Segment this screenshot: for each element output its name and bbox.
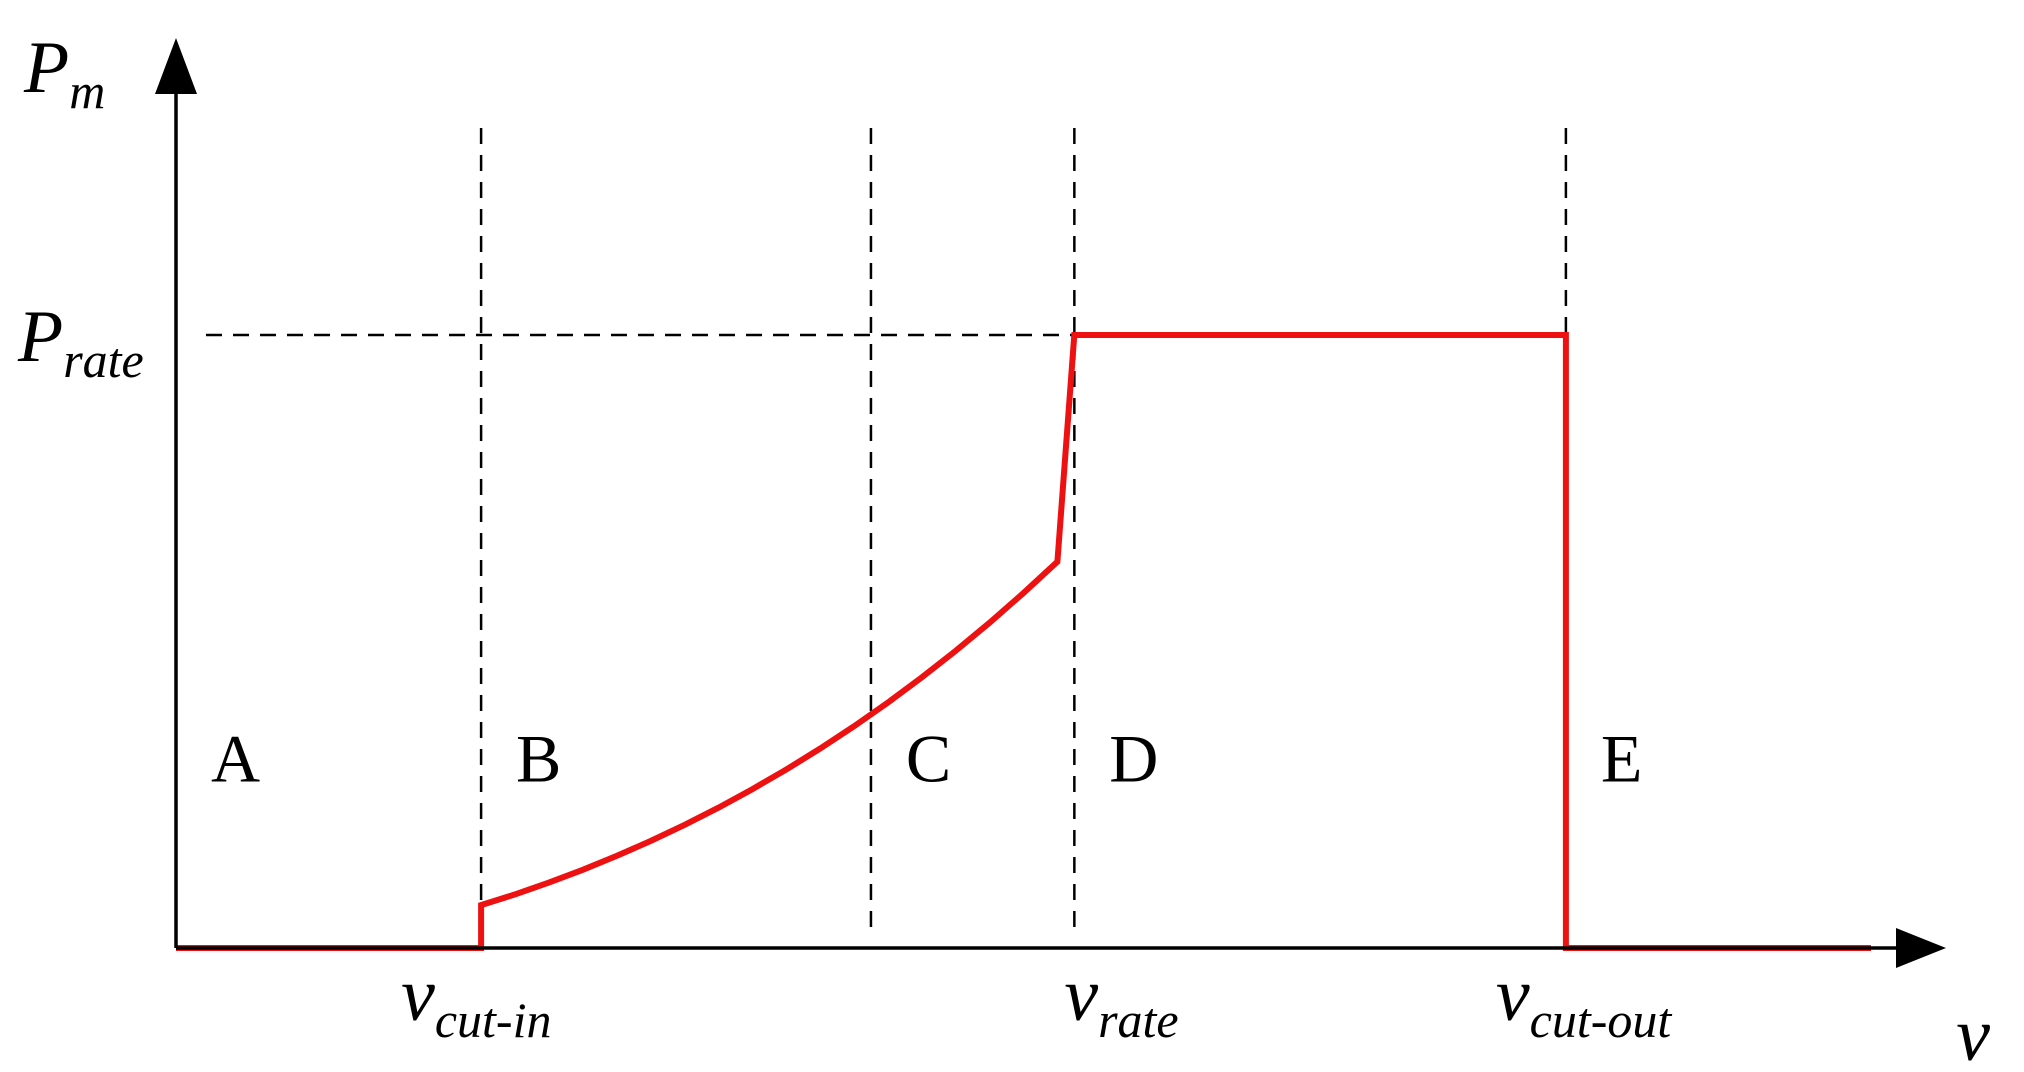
y-axis-title-subscript: m (69, 63, 105, 119)
y-axis-title: Pm (23, 27, 105, 119)
x-tick-cut-out-subscript: cut-out (1530, 992, 1673, 1048)
region-label-b: B (516, 721, 561, 797)
x-tick-cut-out: vcut-out (1496, 953, 1672, 1048)
x-tick-cut-in-symbol: v (401, 953, 435, 1037)
region-label-a: A (211, 721, 260, 797)
x-tick-cut-in: vcut-in (401, 953, 551, 1048)
x-tick-rate: vrate (1064, 953, 1178, 1048)
y-tick-rate-subscript: rate (63, 332, 144, 388)
y-axis-arrow-icon (155, 38, 197, 94)
region-label-c: C (906, 721, 951, 797)
axes (155, 38, 1946, 968)
region-label-d: D (1109, 721, 1158, 797)
x-tick-rate-subscript: rate (1098, 992, 1179, 1048)
y-tick-rate-symbol: P (17, 296, 63, 378)
x-axis-title: v (1956, 993, 1990, 1072)
series-group (176, 332, 1871, 951)
x-axis-arrow-icon (1896, 928, 1946, 968)
x-tick-rate-symbol: v (1064, 953, 1098, 1037)
x-axis-title-symbol: v (1956, 993, 1990, 1072)
guide-lines (206, 128, 1568, 934)
y-tick-rate: Prate (17, 296, 144, 388)
x-tick-cut-in-subscript: cut-in (435, 992, 552, 1048)
y-axis-title-symbol: P (23, 27, 69, 109)
region-label-e: E (1601, 721, 1643, 797)
power-curve-line (176, 332, 1871, 951)
x-tick-cut-out-symbol: v (1496, 953, 1530, 1037)
